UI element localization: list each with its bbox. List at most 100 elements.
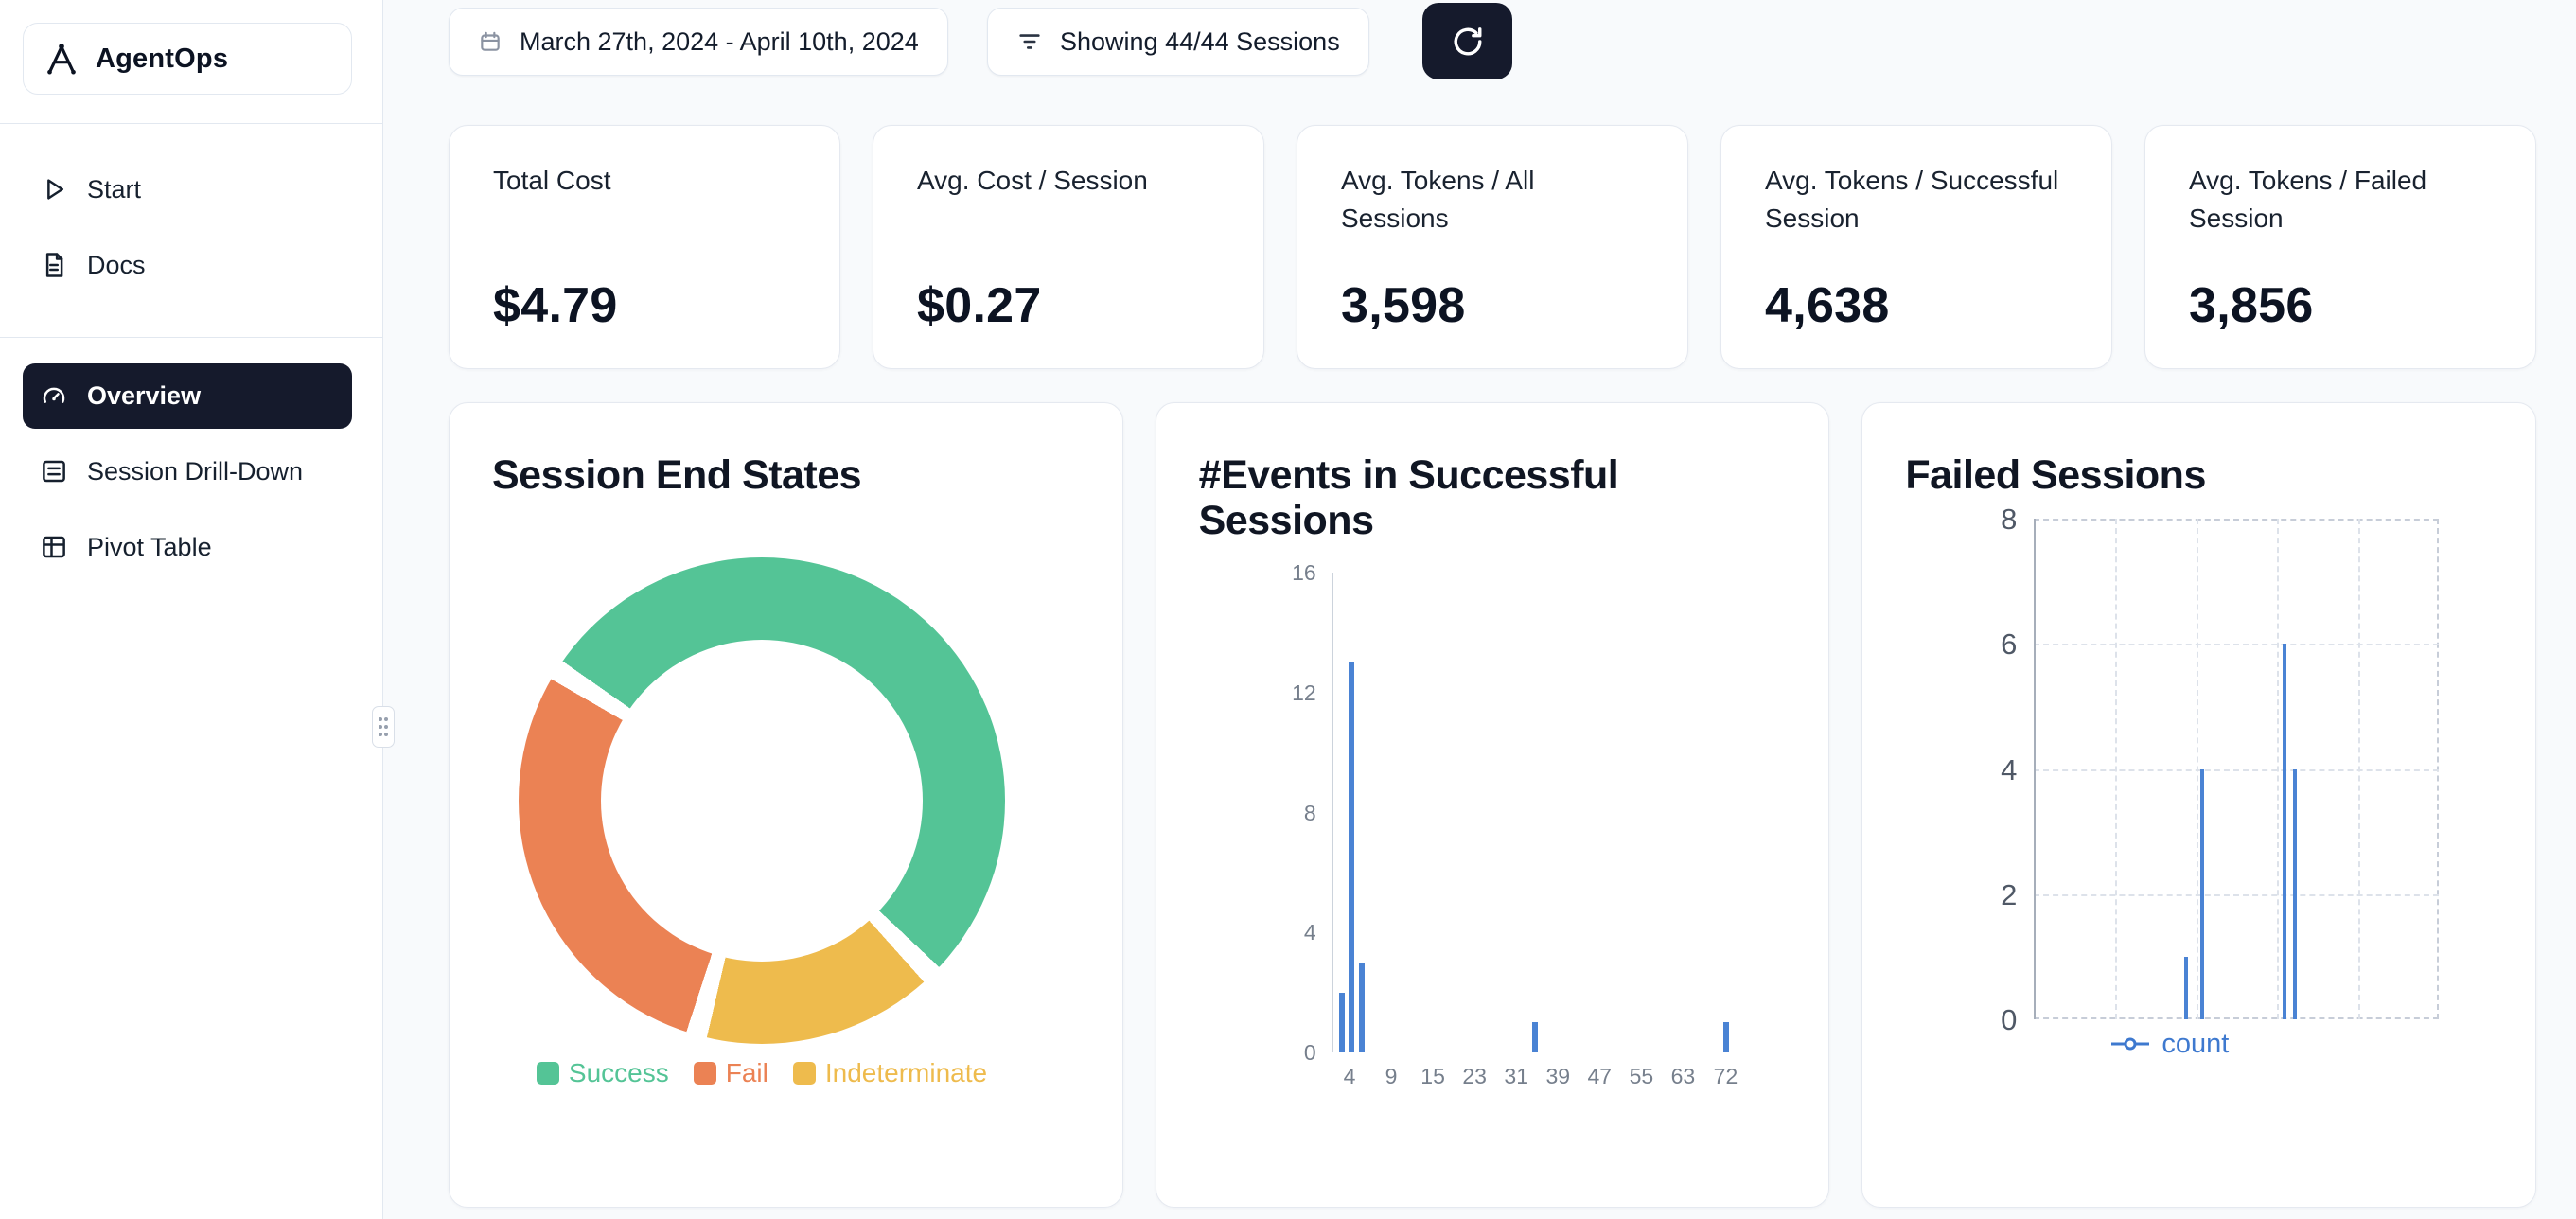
pivot-icon (40, 533, 68, 561)
drilldown-icon (40, 457, 68, 486)
session-end-states-donut (519, 557, 1005, 1044)
legend-label: Indeterminate (824, 1058, 988, 1087)
sidebar-divider (0, 337, 382, 338)
sidebar-item-label: Overview (87, 381, 202, 410)
x-tick-label: 23 (1462, 1064, 1487, 1088)
session-filter-label: Showing 44/44 Sessions (1060, 26, 1340, 56)
y-tick-label: 6 (2001, 627, 2018, 662)
brand-name: AgentOps (96, 43, 229, 74)
y-tick-label: 4 (1303, 920, 1316, 945)
charts-row: Session End States Success Fail Indetermin… (449, 402, 2537, 1208)
stat-label: Avg. Tokens / All Sessions (1341, 166, 1535, 233)
spike (2199, 768, 2204, 1019)
count-legend-label: count (2161, 1028, 2230, 1059)
chart-title: Failed Sessions (1905, 452, 2206, 498)
donut-legend: Success Fail Indeterminate (450, 1058, 1074, 1088)
sidebar-item-start[interactable]: Start (23, 156, 352, 222)
stat-label: Avg. Tokens / Successful Session (1765, 166, 2059, 233)
sidebar-item-label: Docs (87, 250, 146, 279)
stats-row: Total Cost $4.79 Avg. Cost / Session $0.27 A… (449, 125, 2536, 369)
bar (1723, 1022, 1730, 1052)
legend-item-indeterminate[interactable]: Indeterminate (792, 1058, 988, 1088)
drag-dots-icon (377, 714, 390, 740)
spike (2292, 768, 2297, 1019)
x-tick-label: 55 (1629, 1064, 1654, 1088)
refresh-icon (1451, 25, 1485, 59)
y-tick-label: 12 (1292, 680, 1316, 705)
sidebar: AgentOps Start Docs Overview Session Dri… (0, 0, 383, 1219)
count-legend[interactable]: count (2110, 1023, 2229, 1065)
y-tick-label: 16 (1292, 560, 1316, 585)
spike (2183, 956, 2188, 1019)
sidebar-divider (0, 123, 382, 124)
sidebar-item-label: Session Drill-Down (87, 456, 304, 486)
x-tick-label: 39 (1545, 1064, 1571, 1088)
stat-value: $4.79 (493, 278, 618, 333)
grid-line-horizontal (2034, 644, 2440, 646)
x-tick-label: 15 (1420, 1064, 1445, 1088)
sidebar-item-pivot-table[interactable]: Pivot Table (23, 514, 352, 580)
x-tick-label: 4 (1343, 1064, 1356, 1088)
y-tick-label: 0 (2001, 1003, 2018, 1036)
legend-swatch (693, 1062, 716, 1085)
events-histogram-card: #Events in Successful Sessions 0 4 8 12 16 4 9… (1155, 402, 1830, 1208)
stat-value: 3,598 (1341, 278, 1466, 333)
stat-label: Total Cost (493, 166, 611, 195)
sidebar-item-label: Start (87, 174, 142, 203)
bar (1349, 662, 1355, 1052)
legend-label: Fail (725, 1058, 768, 1087)
date-range-label: March 27th, 2024 - April 10th, 2024 (520, 26, 919, 56)
sidebar-item-overview[interactable]: Overview (23, 363, 352, 429)
sidebar-item-session-drill-down[interactable]: Session Drill-Down (23, 438, 352, 504)
y-tick-label: 8 (1303, 800, 1316, 825)
stat-value: 4,638 (1765, 278, 1890, 333)
filter-icon (1016, 28, 1043, 55)
legend-label: Success (568, 1058, 669, 1087)
bar (1531, 1022, 1538, 1052)
legend-item-fail[interactable]: Fail (693, 1058, 768, 1088)
gauge-icon (40, 382, 68, 411)
stat-value: 3,856 (2189, 278, 2314, 333)
stat-label: Avg. Cost / Session (917, 166, 1148, 195)
grid-line-horizontal (2034, 768, 2440, 771)
grid-line-horizontal (2034, 893, 2440, 896)
x-tick-label: 9 (1385, 1064, 1398, 1088)
agentops-logo-icon (43, 40, 80, 78)
failed-sessions-card: Failed Sessions count 0 2 4 6 8 (1861, 402, 2537, 1208)
calendar-icon (478, 29, 503, 54)
stat-label: Avg. Tokens / Failed Session (2189, 166, 2427, 233)
sidebar-item-docs[interactable]: Docs (23, 232, 352, 298)
y-tick-label: 4 (2001, 752, 2018, 786)
sidebar-resize-handle[interactable] (372, 706, 395, 748)
x-tick-label: 63 (1670, 1064, 1696, 1088)
play-icon (40, 175, 68, 203)
spike (2282, 644, 2286, 1019)
stat-card: Avg. Tokens / Successful Session 4,638 (1720, 125, 2112, 369)
y-axis-line (2034, 519, 2037, 1019)
date-range-button[interactable]: March 27th, 2024 - April 10th, 2024 (449, 8, 948, 76)
brand-card[interactable]: AgentOps (23, 23, 352, 95)
legend-swatch (792, 1062, 816, 1085)
y-tick-label: 2 (2001, 877, 2018, 911)
y-axis-line (1331, 573, 1333, 1052)
stat-card: Total Cost $4.79 (449, 125, 840, 369)
stat-value: $0.27 (917, 278, 1042, 333)
legend-item-success[interactable]: Success (536, 1058, 669, 1088)
stat-card: Avg. Cost / Session $0.27 (873, 125, 1264, 369)
bar (1358, 962, 1365, 1052)
session-filter-button[interactable]: Showing 44/44 Sessions (987, 8, 1369, 76)
line-marker-icon (2110, 1035, 2150, 1052)
stat-card: Avg. Tokens / Failed Session 3,856 (2144, 125, 2536, 369)
refresh-button[interactable] (1422, 3, 1512, 80)
chart-title: Session End States (492, 452, 862, 498)
x-tick-label: 72 (1713, 1064, 1738, 1088)
sidebar-item-label: Pivot Table (87, 532, 212, 561)
legend-swatch (536, 1062, 559, 1085)
x-tick-label: 47 (1587, 1064, 1613, 1088)
session-end-states-card: Session End States Success Fail Indetermin… (449, 402, 1123, 1208)
y-tick-label: 0 (1303, 1040, 1316, 1065)
bar (1338, 992, 1345, 1052)
stat-card: Avg. Tokens / All Sessions 3,598 (1297, 125, 1688, 369)
y-tick-label: 8 (2001, 503, 2018, 536)
chart-title: #Events in Successful Sessions (1198, 452, 1619, 544)
